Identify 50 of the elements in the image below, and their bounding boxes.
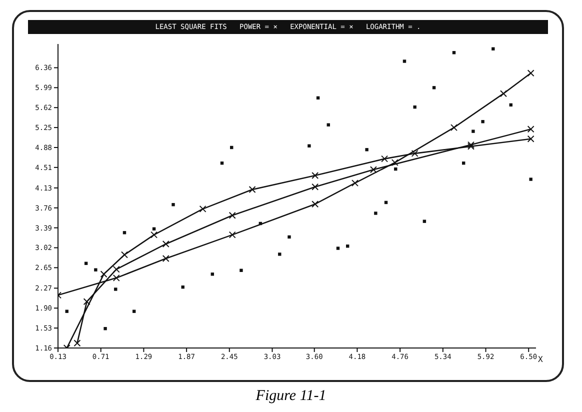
- point: [381, 155, 388, 162]
- point: [288, 235, 291, 239]
- point: [114, 288, 118, 291]
- point: [100, 270, 108, 278]
- point: [104, 326, 107, 330]
- point: [391, 159, 398, 166]
- point: [312, 183, 319, 190]
- point: [370, 166, 377, 174]
- point: [365, 148, 368, 152]
- point: [112, 274, 120, 282]
- point: [74, 340, 81, 347]
- point: [122, 231, 126, 234]
- point: [248, 186, 256, 194]
- caption: Figure 11-1: [254, 388, 328, 405]
- point: [312, 200, 319, 208]
- point: [199, 205, 206, 212]
- point: [422, 220, 426, 223]
- point: [162, 255, 170, 262]
- point: [432, 86, 436, 90]
- point: [529, 178, 532, 181]
- point: [312, 172, 319, 180]
- point: [481, 120, 484, 124]
- point: [112, 266, 120, 273]
- point: [150, 231, 158, 238]
- point: [351, 180, 358, 187]
- point: [228, 212, 236, 219]
- point: [500, 90, 507, 98]
- point: [413, 105, 416, 109]
- point: [210, 272, 214, 276]
- point: [527, 126, 534, 133]
- point: [411, 150, 418, 157]
- point: [240, 268, 243, 272]
- point: [402, 60, 406, 63]
- point: [308, 144, 311, 148]
- point: [278, 252, 282, 256]
- point: [162, 240, 170, 248]
- point: [94, 268, 98, 272]
- point: [228, 231, 236, 238]
- point: [83, 298, 90, 306]
- point: [527, 135, 534, 142]
- point: [450, 124, 458, 132]
- point: [172, 203, 175, 206]
- point: [65, 310, 68, 313]
- point: [132, 310, 136, 313]
- point: [374, 212, 378, 215]
- x-axis-title: X: [538, 354, 543, 364]
- point: [120, 251, 128, 258]
- point: [336, 246, 340, 250]
- point: [527, 70, 534, 77]
- point: [472, 130, 475, 133]
